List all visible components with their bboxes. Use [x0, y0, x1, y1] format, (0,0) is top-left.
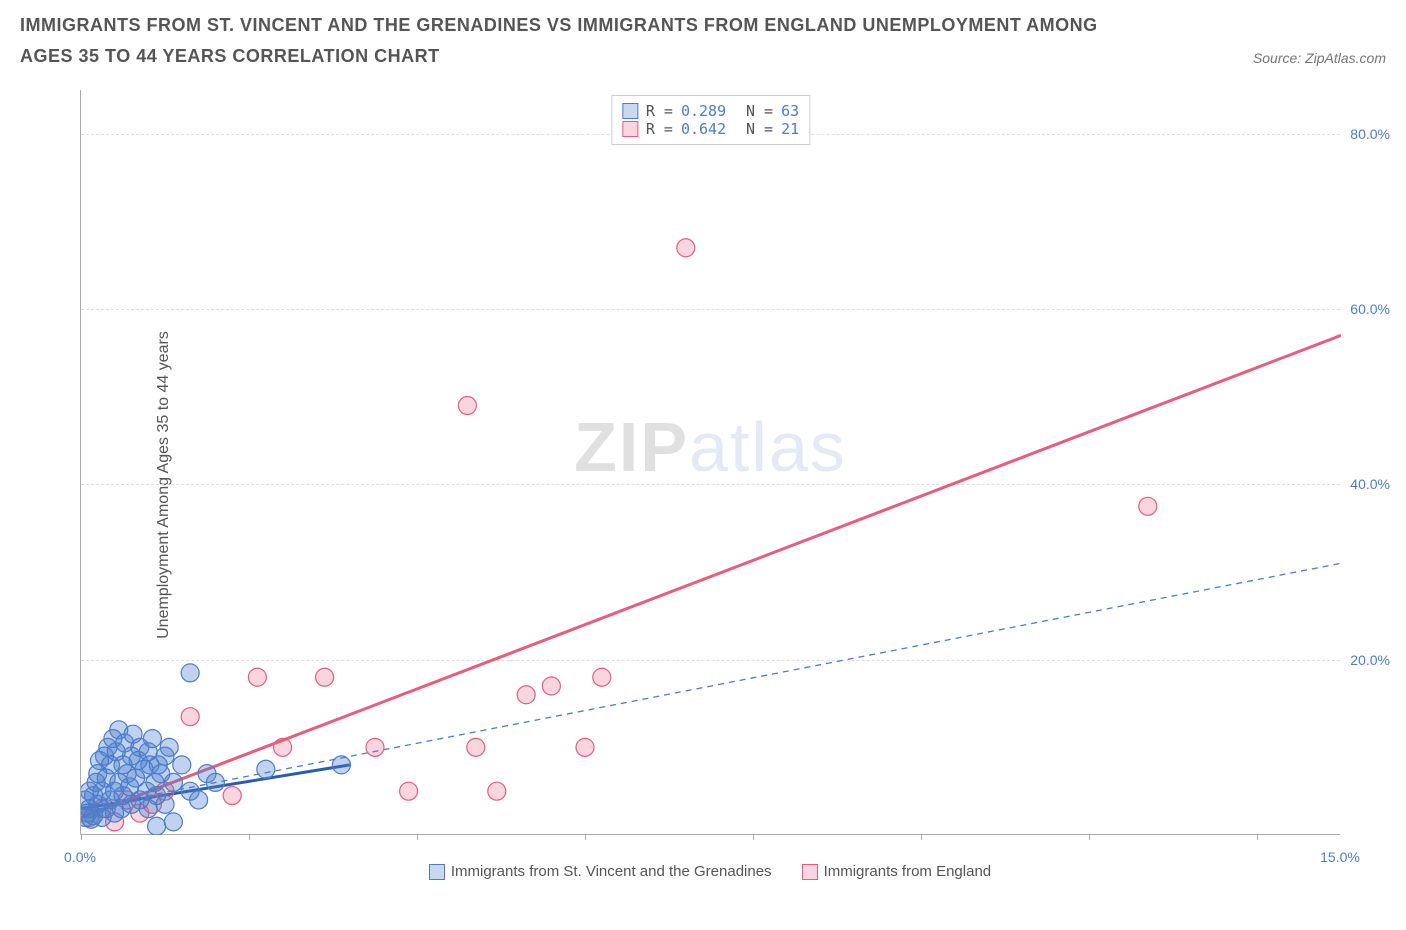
data-point-blue: [148, 817, 166, 835]
n-value-1: 63: [781, 102, 799, 120]
data-point-blue: [156, 795, 174, 813]
legend-label-pink: Immigrants from England: [824, 863, 992, 880]
data-point-blue: [181, 664, 199, 682]
xtick-label: 0.0%: [64, 849, 96, 865]
swatch-pink-icon: [802, 864, 818, 880]
r-value-2: 0.642: [681, 120, 726, 138]
r-label-1: R =: [646, 102, 673, 120]
swatch-blue-icon: [622, 103, 638, 119]
r-value-1: 0.289: [681, 102, 726, 120]
data-point-pink: [593, 668, 611, 686]
data-point-blue: [143, 730, 161, 748]
swatch-pink-icon: [622, 121, 638, 137]
stats-legend: R = 0.289 N = 63 R = 0.642 N = 21: [611, 95, 810, 145]
chart-source: Source: ZipAtlas.com: [1253, 50, 1386, 66]
n-label-2: N =: [746, 120, 773, 138]
swatch-blue-icon: [429, 864, 445, 880]
legend-item-pink: Immigrants from England: [802, 863, 992, 880]
chart-title: IMMIGRANTS FROM ST. VINCENT AND THE GREN…: [20, 10, 1120, 71]
data-point-pink: [1139, 497, 1157, 515]
n-value-2: 21: [781, 120, 799, 138]
series-legend: Immigrants from St. Vincent and the Gren…: [80, 863, 1340, 880]
data-point-pink: [467, 738, 485, 756]
data-point-blue: [206, 773, 224, 791]
data-point-blue: [173, 756, 191, 774]
ytick-label: 40.0%: [1350, 476, 1390, 492]
plot: ZIPatlas R = 0.289 N = 63 R = 0.642 N =: [80, 90, 1380, 880]
n-label-1: N =: [746, 102, 773, 120]
plot-area: ZIPatlas R = 0.289 N = 63 R = 0.642 N =: [80, 90, 1340, 835]
data-point-blue: [160, 738, 178, 756]
data-point-pink: [677, 239, 695, 257]
data-point-blue: [164, 773, 182, 791]
data-point-blue: [332, 756, 350, 774]
data-point-pink: [517, 686, 535, 704]
chart-canvas: [81, 90, 1341, 835]
legend-item-blue: Immigrants from St. Vincent and the Gren…: [429, 863, 772, 880]
data-point-pink: [274, 738, 292, 756]
data-point-blue: [257, 760, 275, 778]
data-point-pink: [223, 787, 241, 805]
ytick-label: 60.0%: [1350, 301, 1390, 317]
data-point-pink: [248, 668, 266, 686]
data-point-pink: [316, 668, 334, 686]
ytick-label: 80.0%: [1350, 126, 1390, 142]
stats-legend-row-1: R = 0.289 N = 63: [622, 102, 799, 120]
plot-wrap: Unemployment Among Ages 35 to 44 years Z…: [20, 90, 1386, 880]
data-point-blue: [164, 813, 182, 831]
legend-label-blue: Immigrants from St. Vincent and the Gren…: [451, 863, 772, 880]
data-point-pink: [458, 397, 476, 415]
data-point-blue: [190, 791, 208, 809]
ytick-label: 20.0%: [1350, 652, 1390, 668]
xtick-label: 15.0%: [1320, 849, 1360, 865]
trendline-pink: [81, 335, 1341, 817]
data-point-pink: [542, 677, 560, 695]
data-point-pink: [181, 708, 199, 726]
stats-legend-row-2: R = 0.642 N = 21: [622, 120, 799, 138]
data-point-pink: [488, 782, 506, 800]
data-point-pink: [576, 738, 594, 756]
r-label-2: R =: [646, 120, 673, 138]
data-point-pink: [400, 782, 418, 800]
data-point-pink: [366, 738, 384, 756]
